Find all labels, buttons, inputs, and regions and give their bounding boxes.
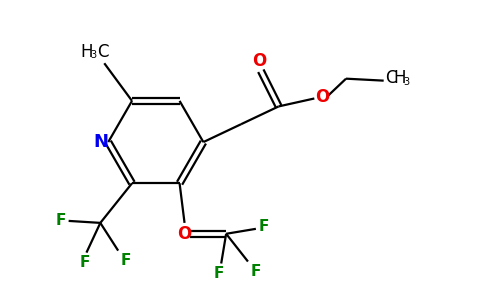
Text: 3: 3 [403, 76, 409, 87]
Text: F: F [121, 253, 131, 268]
Text: H: H [80, 43, 93, 61]
Text: F: F [79, 255, 90, 270]
Text: H: H [393, 69, 406, 87]
Text: F: F [56, 213, 66, 228]
Text: 3: 3 [91, 50, 96, 60]
Text: C: C [97, 43, 109, 61]
Text: F: F [251, 264, 261, 279]
Text: N: N [94, 133, 109, 151]
Text: C: C [385, 69, 396, 87]
Text: O: O [315, 88, 330, 106]
Text: O: O [252, 52, 266, 70]
Text: F: F [258, 219, 269, 234]
Text: F: F [214, 266, 225, 281]
Text: O: O [178, 225, 192, 243]
